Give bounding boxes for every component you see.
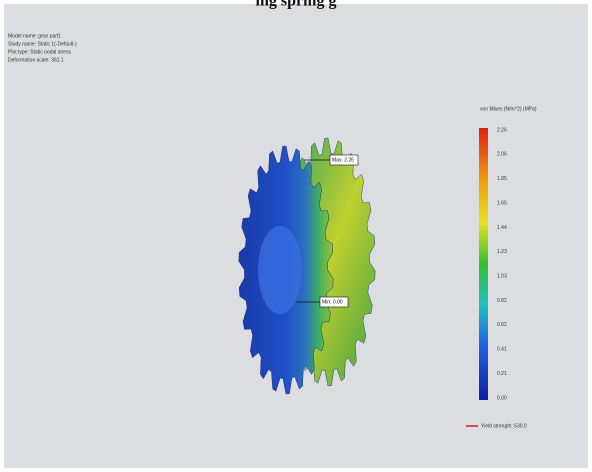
yield-label: Yield strength: 530.0 <box>481 423 527 429</box>
legend-label: 0.00 <box>497 395 507 401</box>
header-line: Deformation scale: 362.1 <box>8 57 64 63</box>
header-line: Plot type: Static nodal stress <box>8 49 72 55</box>
title: ing spring g <box>256 0 337 10</box>
max-label: Max: 2.26 <box>332 157 354 163</box>
legend-label: 1.23 <box>497 249 507 255</box>
header-line: Model name: gear part1 <box>8 33 61 39</box>
legend-label: 0.41 <box>497 347 507 353</box>
legend-label: 1.65 <box>497 200 507 206</box>
gear-hub <box>258 226 302 314</box>
color-bar <box>479 128 488 400</box>
legend-label: 0.21 <box>497 371 507 377</box>
legend-label: 2.26 <box>497 127 507 133</box>
legend-label: 0.82 <box>497 298 507 304</box>
legend-title: von Mises (N/m^2) (MPa) <box>480 106 537 112</box>
legend-label: 1.44 <box>497 225 507 231</box>
legend-label: 1.03 <box>497 274 507 280</box>
page: ing spring g Model name: gear part1 Study… <box>0 0 592 472</box>
legend-label: 1.85 <box>497 176 507 182</box>
legend-label: 2.06 <box>497 152 507 158</box>
header-line: Study name: Static 1(-Default-) <box>8 41 77 47</box>
viewport: ing spring g Model name: gear part1 Study… <box>0 0 592 472</box>
min-label: Min: 0.00 <box>322 299 343 305</box>
legend-label: 0.62 <box>497 322 507 328</box>
